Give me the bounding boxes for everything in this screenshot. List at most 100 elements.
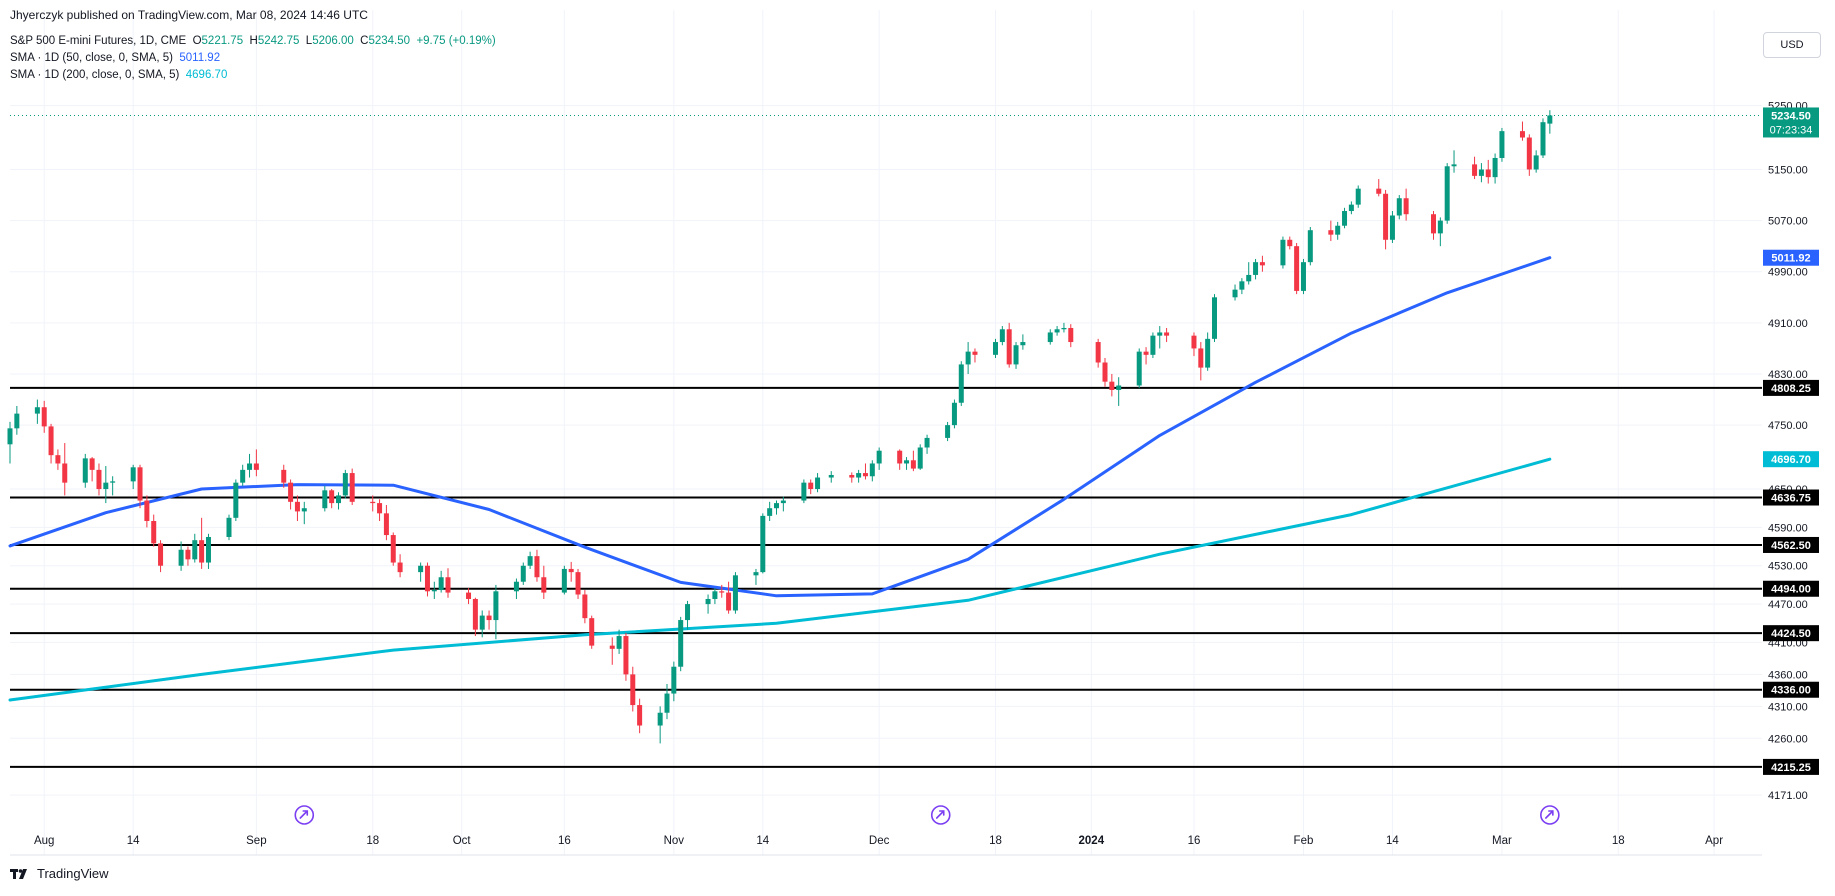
candle: [959, 361, 964, 406]
candle: [1547, 110, 1552, 133]
candle-body: [1253, 262, 1258, 275]
candle: [870, 460, 875, 481]
candle-body: [897, 451, 902, 464]
candle: [576, 569, 581, 599]
candle-body: [774, 503, 779, 508]
x-tick-label: 14: [127, 835, 140, 847]
y-tick-label: 4590.00: [1768, 522, 1808, 534]
currency-button[interactable]: USD: [1763, 32, 1821, 58]
candle: [192, 534, 197, 563]
y-tick-label: 4990.00: [1768, 267, 1808, 279]
candle-body: [350, 473, 355, 502]
candle: [849, 472, 854, 482]
y-tick-label: 4360.00: [1768, 669, 1808, 681]
candle: [158, 540, 163, 572]
candle: [446, 568, 451, 597]
candle: [1493, 154, 1498, 184]
candle-body: [1109, 382, 1114, 390]
y-tick-label: 5070.00: [1768, 216, 1808, 228]
candle-body: [1212, 297, 1217, 339]
candle-body: [1541, 122, 1546, 155]
sma200-legend[interactable]: SMA · 1D (200, close, 0, SMA, 5) 4696.70: [10, 69, 227, 81]
candle-body: [42, 407, 47, 426]
symbol-legend[interactable]: S&P 500 E-mini Futures, 1D, CME O5221.75…: [10, 35, 496, 47]
candle-body: [945, 425, 950, 438]
candle-body: [1205, 339, 1210, 368]
x-tick-label: Apr: [1705, 835, 1723, 847]
event-marker-icon[interactable]: [295, 806, 313, 824]
candle-body: [199, 540, 204, 562]
candle: [144, 495, 149, 527]
sma200-price-label: 4696.70: [1771, 454, 1811, 466]
candle: [760, 513, 765, 573]
candle: [35, 400, 40, 424]
candle: [829, 471, 834, 483]
candle-body: [1191, 336, 1196, 349]
candle: [753, 569, 758, 585]
candle: [233, 479, 238, 521]
candle-body: [685, 604, 690, 620]
candle: [62, 443, 67, 495]
x-tick-label: 16: [1188, 835, 1201, 847]
candle-body: [487, 616, 492, 620]
candle-body: [83, 458, 88, 482]
candle: [966, 342, 971, 374]
level-price-label: 4494.00: [1771, 584, 1811, 596]
candle: [466, 588, 471, 604]
candle-body: [466, 593, 471, 599]
candle: [1301, 259, 1306, 294]
x-tick-label: 18: [989, 835, 1002, 847]
candle-body: [151, 521, 156, 543]
candle: [425, 563, 430, 597]
candle: [288, 479, 293, 509]
candle-body: [1328, 230, 1333, 234]
candle: [1103, 358, 1108, 387]
candle: [1499, 128, 1504, 162]
sma50-value: 5011.92: [179, 52, 220, 64]
candle-body: [576, 572, 581, 594]
candle-body: [418, 566, 423, 572]
x-axis: Aug 14 Sep 18 Oct 16 Nov 14 Dec 18 2024 16 Feb 14 Mar 1…: [10, 835, 1762, 855]
event-marker-icon[interactable]: [932, 806, 950, 824]
x-tick-label: 18: [1612, 835, 1625, 847]
candle-body: [281, 470, 286, 483]
candle-body: [1157, 332, 1162, 335]
candle: [521, 563, 526, 585]
sma50-legend[interactable]: SMA · 1D (50, close, 0, SMA, 5) 5011.92: [10, 52, 220, 64]
candle-body: [541, 577, 546, 592]
candle: [1335, 222, 1340, 240]
candle: [801, 479, 806, 503]
candle: [1472, 157, 1477, 179]
candle: [774, 501, 779, 515]
candle-body: [384, 513, 389, 535]
sma200-line: [10, 459, 1550, 700]
x-tick-label: 2024: [1079, 835, 1105, 847]
level-price-label: 4808.25: [1771, 383, 1811, 395]
event-marker-icon[interactable]: [1541, 806, 1559, 824]
candle: [706, 595, 711, 614]
candle: [712, 588, 717, 604]
candle-body: [1301, 262, 1306, 291]
candle-body: [863, 473, 868, 476]
candle: [781, 497, 786, 512]
candle: [199, 518, 204, 569]
tradingview-logo[interactable]: TradingView: [10, 866, 109, 881]
candle-body: [1020, 342, 1025, 345]
candle-body: [1431, 214, 1436, 233]
y-tick-label: 4260.00: [1768, 733, 1808, 745]
x-tick-label: Sep: [246, 835, 266, 847]
candle-body: [1294, 246, 1299, 291]
candle-body: [1007, 329, 1012, 364]
y-tick-label: 4910.00: [1768, 318, 1808, 330]
candle-body: [1527, 138, 1532, 170]
y-tick-label: 4530.00: [1768, 561, 1808, 573]
candle-body: [712, 591, 717, 599]
candle-body: [131, 467, 136, 481]
candle: [1061, 323, 1066, 333]
candle: [918, 444, 923, 470]
candle-body: [1246, 275, 1251, 281]
candle-body: [678, 620, 683, 667]
sma50-price-label: 5011.92: [1771, 253, 1810, 265]
